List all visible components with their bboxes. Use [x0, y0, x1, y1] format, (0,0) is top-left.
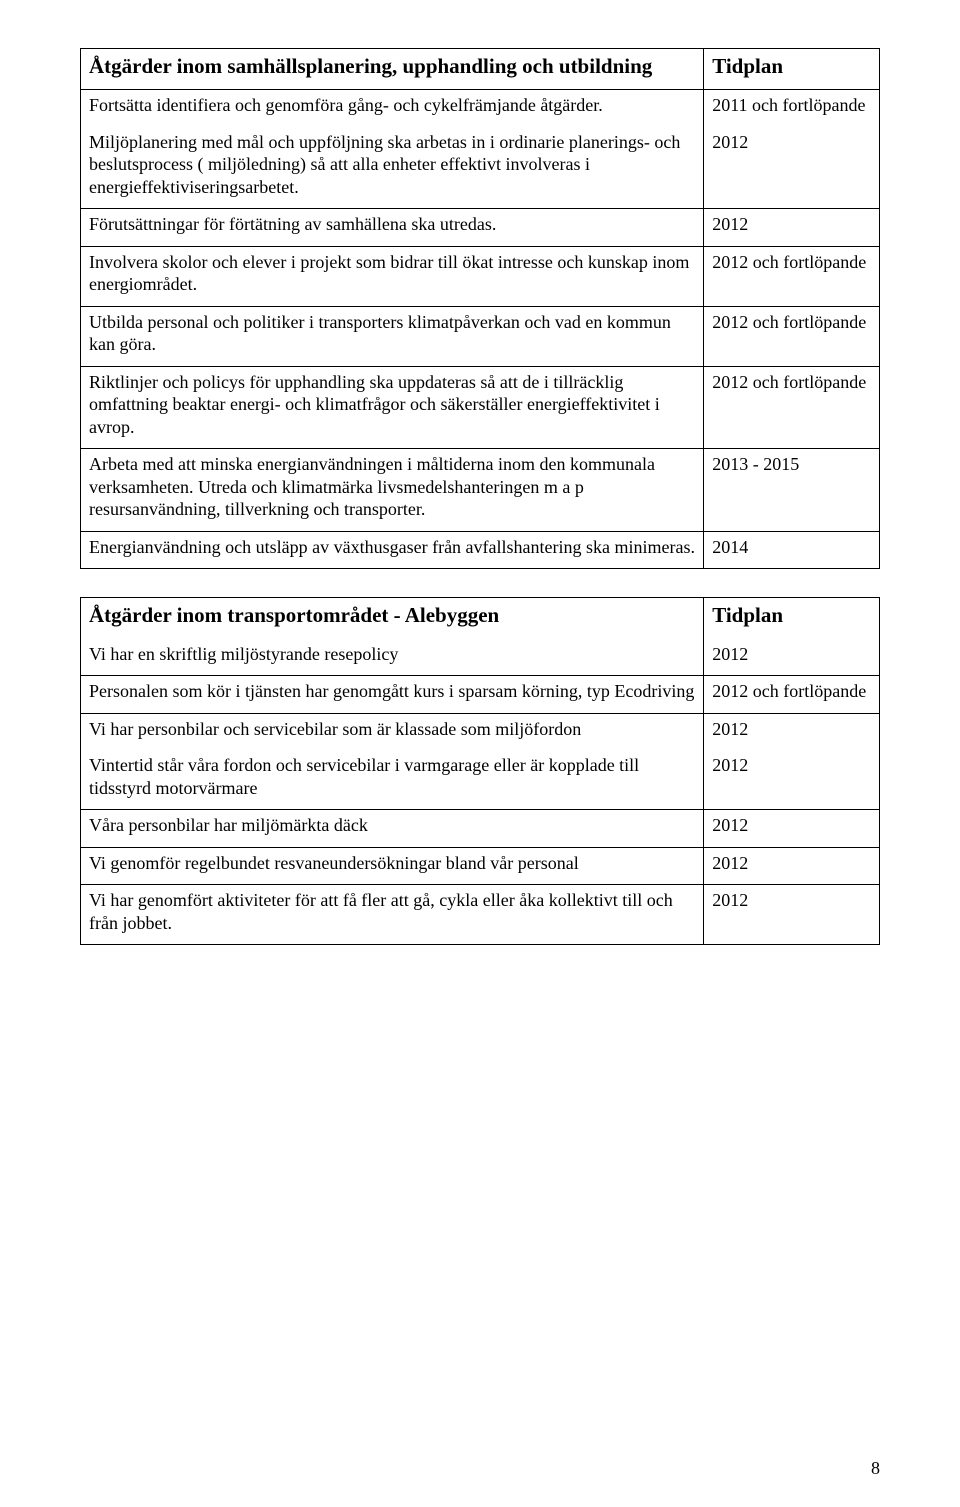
- table-transport-alebyggen: Åtgärder inom transportområdet - Alebygg…: [80, 597, 880, 945]
- table2-r6-left: Vi har genomfört aktiviteter för att få …: [81, 885, 704, 945]
- table1-header-right: Tidplan: [704, 49, 880, 90]
- table-row: Arbeta med att minska energianvändningen…: [81, 449, 880, 532]
- table2-r3-right: 2012: [704, 750, 880, 810]
- table-row: Personalen som kör i tjänsten har genomg…: [81, 676, 880, 714]
- table1-r1-right: 2012: [704, 127, 880, 209]
- table1-r4-left: Utbilda personal och politiker i transpo…: [81, 306, 704, 366]
- table-header-row: Åtgärder inom transportområdet - Alebygg…: [81, 598, 880, 639]
- table1-r5-right: 2012 och fortlöpande: [704, 366, 880, 449]
- table-row: Miljöplanering med mål och uppföljning s…: [81, 127, 880, 209]
- table2-r2-right: 2012: [704, 713, 880, 750]
- table1-r6-left: Arbeta med att minska energianvändningen…: [81, 449, 704, 532]
- page-number: 8: [871, 1458, 880, 1479]
- table-row: Utbilda personal och politiker i transpo…: [81, 306, 880, 366]
- table-row: Involvera skolor och elever i projekt so…: [81, 246, 880, 306]
- table1-r5-left: Riktlinjer och policys för upphandling s…: [81, 366, 704, 449]
- table1-r3-right: 2012 och fortlöpande: [704, 246, 880, 306]
- table2-r5-right: 2012: [704, 847, 880, 885]
- table2-header-right: Tidplan: [704, 598, 880, 639]
- table2-r3-left: Vintertid står våra fordon och servicebi…: [81, 750, 704, 810]
- table1-r2-left: Förutsättningar för förtätning av samhäl…: [81, 209, 704, 247]
- table1-r0-left: Fortsätta identifiera och genomföra gång…: [81, 90, 704, 127]
- table2-r2-left: Vi har personbilar och servicebilar som …: [81, 713, 704, 750]
- table-header-row: Åtgärder inom samhällsplanering, upphand…: [81, 49, 880, 90]
- table1-r7-right: 2014: [704, 531, 880, 569]
- table-row: Energianvändning och utsläpp av växthusg…: [81, 531, 880, 569]
- table-row: Vi har en skriftlig miljöstyrande resepo…: [81, 639, 880, 676]
- table2-r1-left: Personalen som kör i tjänsten har genomg…: [81, 676, 704, 714]
- table1-r1-left: Miljöplanering med mål och uppföljning s…: [81, 127, 704, 209]
- table1-r7-left: Energianvändning och utsläpp av växthusg…: [81, 531, 704, 569]
- table2-r6-right: 2012: [704, 885, 880, 945]
- table-row: Vintertid står våra fordon och servicebi…: [81, 750, 880, 810]
- page: Åtgärder inom samhällsplanering, upphand…: [0, 0, 960, 1507]
- table1-r0-right: 2011 och fortlöpande: [704, 90, 880, 127]
- table1-header-left: Åtgärder inom samhällsplanering, upphand…: [81, 49, 704, 90]
- table2-r1-right: 2012 och fortlöpande: [704, 676, 880, 714]
- table-row: Vi har genomfört aktiviteter för att få …: [81, 885, 880, 945]
- table2-r4-left: Våra personbilar har miljömärkta däck: [81, 810, 704, 848]
- table-row: Vi har personbilar och servicebilar som …: [81, 713, 880, 750]
- table2-r0-left: Vi har en skriftlig miljöstyrande resepo…: [81, 639, 704, 676]
- table-row: Våra personbilar har miljömärkta däck 20…: [81, 810, 880, 848]
- table-row: Vi genomför regelbundet resvaneundersökn…: [81, 847, 880, 885]
- table-samhallsplanering: Åtgärder inom samhällsplanering, upphand…: [80, 48, 880, 569]
- table1-r6-right: 2013 - 2015: [704, 449, 880, 532]
- table2-r5-left: Vi genomför regelbundet resvaneundersökn…: [81, 847, 704, 885]
- table2-r4-right: 2012: [704, 810, 880, 848]
- table-row: Riktlinjer och policys för upphandling s…: [81, 366, 880, 449]
- table2-header-left: Åtgärder inom transportområdet - Alebygg…: [81, 598, 704, 639]
- table1-r4-right: 2012 och fortlöpande: [704, 306, 880, 366]
- table-row: Förutsättningar för förtätning av samhäl…: [81, 209, 880, 247]
- table1-r3-left: Involvera skolor och elever i projekt so…: [81, 246, 704, 306]
- table1-r2-right: 2012: [704, 209, 880, 247]
- table2-r0-right: 2012: [704, 639, 880, 676]
- table-row: Fortsätta identifiera och genomföra gång…: [81, 90, 880, 127]
